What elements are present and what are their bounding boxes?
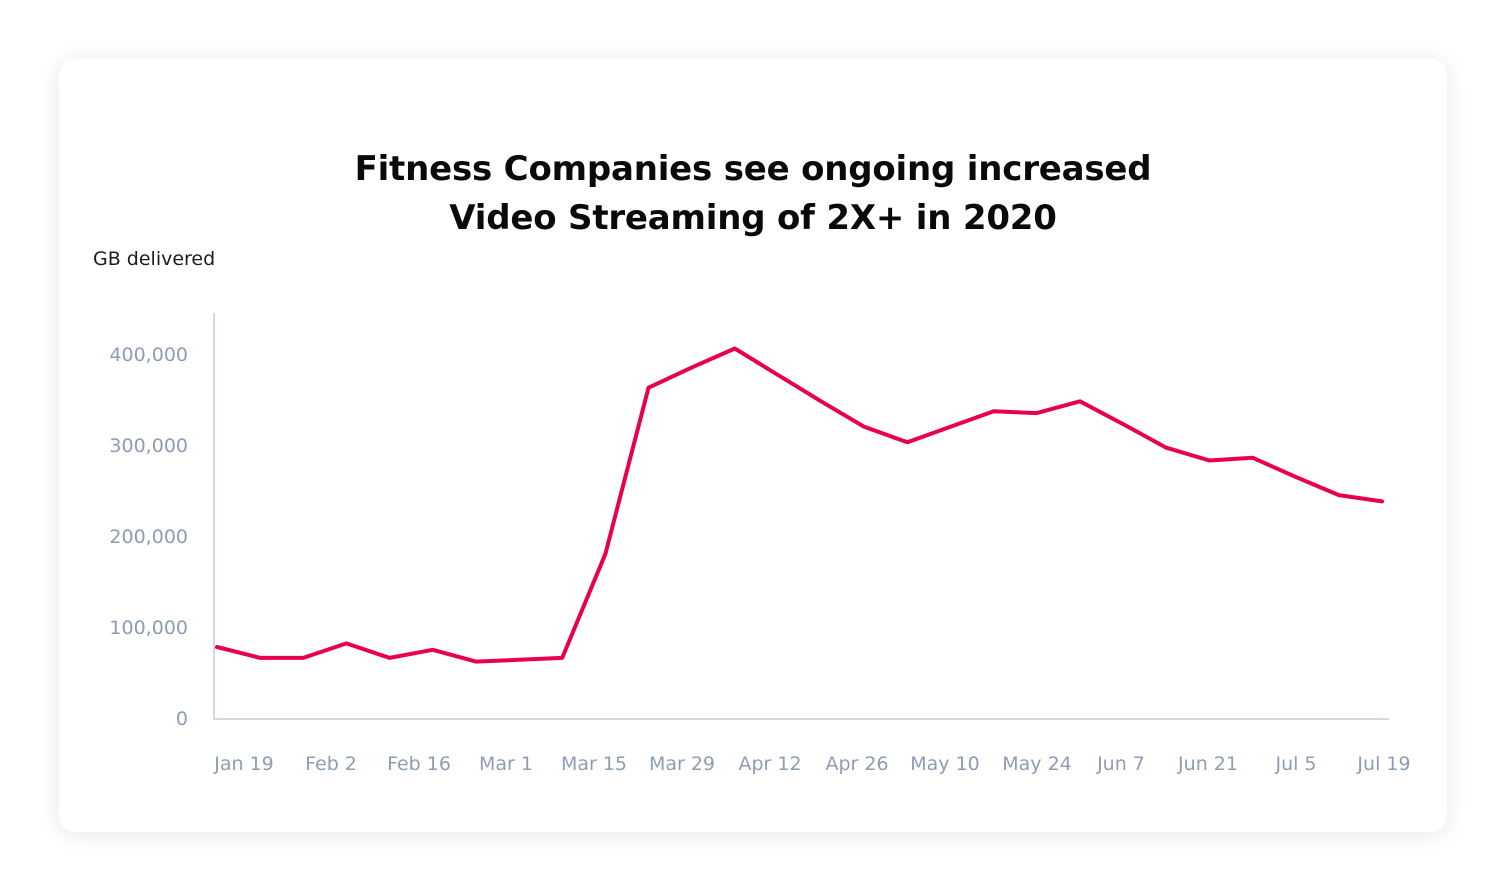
y-tick-label: 200,000 <box>109 526 188 548</box>
series-line <box>215 346 1384 664</box>
y-axis-ticks: 0 100,000 200,000 300,000 400,000 <box>109 344 188 730</box>
x-tick-label: Mar 1 <box>479 753 533 775</box>
x-tick-label: Mar 29 <box>649 753 715 775</box>
y-axis-label: GB delivered <box>93 248 216 270</box>
chart-title-line-2: Video Streaming of 2X+ in 2020 <box>449 198 1057 238</box>
chart-title-line-1: Fitness Companies see ongoing increased <box>354 149 1152 189</box>
y-tick-label: 400,000 <box>109 344 188 366</box>
chart-card: Fitness Companies see ongoing increased … <box>59 59 1447 832</box>
series-group <box>215 346 1384 664</box>
x-tick-label: Apr 26 <box>825 753 888 775</box>
y-tick-label: 300,000 <box>109 435 188 457</box>
x-tick-label: Feb 2 <box>305 753 357 775</box>
x-tick-label: Mar 15 <box>561 753 627 775</box>
x-tick-label: Jun 21 <box>1177 753 1238 775</box>
axes <box>213 313 1389 720</box>
x-axis-ticks: Jan 19 Feb 2 Feb 16 Mar 1 Mar 15 Mar 29 Apr 12… <box>213 753 1410 775</box>
x-tick-label: Apr 12 <box>738 753 801 775</box>
x-tick-label: May 10 <box>910 753 980 775</box>
y-tick-label: 100,000 <box>109 617 188 639</box>
x-tick-label: Jul 19 <box>1356 753 1410 775</box>
chart-title: Fitness Companies see ongoing increased … <box>59 145 1447 243</box>
x-tick-label: Jun 7 <box>1096 753 1145 775</box>
x-tick-label: Jul 5 <box>1274 753 1316 775</box>
x-tick-label: Feb 16 <box>387 753 451 775</box>
x-tick-label: May 24 <box>1002 753 1072 775</box>
x-tick-label: Jan 19 <box>213 753 274 775</box>
y-tick-label: 0 <box>176 708 188 730</box>
